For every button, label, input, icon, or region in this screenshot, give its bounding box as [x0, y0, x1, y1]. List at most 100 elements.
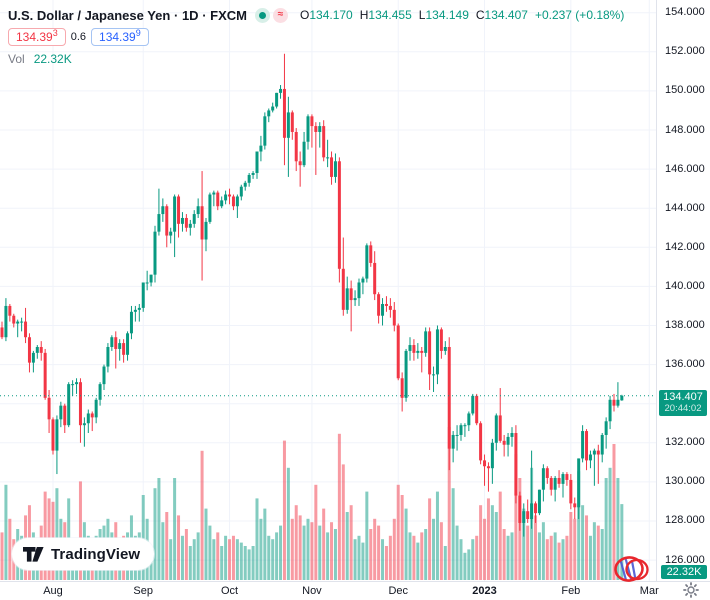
candle[interactable] [435, 329, 439, 375]
volume-bar[interactable] [608, 467, 612, 580]
candle[interactable] [145, 282, 149, 284]
volume-bar[interactable] [553, 532, 557, 580]
volume-bar[interactable] [486, 498, 490, 580]
volume-bar[interactable] [526, 525, 530, 580]
candle[interactable] [122, 343, 126, 355]
candle[interactable] [216, 192, 220, 207]
candle[interactable] [231, 196, 235, 207]
candle[interactable] [106, 346, 110, 367]
volume-bar[interactable] [231, 535, 235, 580]
volume-bar[interactable] [337, 433, 341, 580]
volume-bar[interactable] [247, 549, 251, 580]
candle[interactable] [475, 395, 479, 424]
candle[interactable] [373, 262, 377, 295]
volume-bar[interactable] [149, 549, 153, 580]
candle[interactable] [330, 157, 334, 177]
candle[interactable] [228, 194, 232, 197]
candle[interactable] [596, 450, 600, 455]
volume-bar[interactable] [600, 529, 604, 580]
candle[interactable] [557, 477, 561, 484]
candle[interactable] [177, 196, 181, 224]
candle[interactable] [235, 196, 239, 207]
volume-bar[interactable] [439, 522, 443, 580]
candle[interactable] [392, 309, 396, 326]
candle[interactable] [514, 433, 518, 496]
candle[interactable] [384, 303, 388, 306]
candle[interactable] [377, 294, 381, 316]
volume-bar[interactable] [169, 539, 173, 580]
volume-bar[interactable] [549, 535, 553, 580]
volume-bar[interactable] [330, 522, 334, 580]
candle[interactable] [247, 174, 251, 183]
volume-bar[interactable] [271, 539, 275, 580]
candle[interactable] [483, 460, 487, 467]
candle[interactable] [239, 186, 243, 197]
volume-bar[interactable] [341, 464, 345, 580]
candle[interactable] [479, 423, 483, 461]
candle[interactable] [63, 405, 67, 426]
candle[interactable] [581, 431, 585, 459]
candle[interactable] [408, 345, 412, 351]
candle[interactable] [588, 454, 592, 461]
candle[interactable] [98, 384, 102, 400]
candle[interactable] [180, 217, 184, 224]
volume-bar[interactable] [541, 522, 545, 580]
volume-bar[interactable] [239, 542, 243, 580]
candle[interactable] [577, 458, 581, 508]
candle[interactable] [294, 131, 298, 162]
candle[interactable] [553, 477, 557, 490]
candle[interactable] [400, 378, 404, 398]
candle[interactable] [188, 223, 192, 228]
volume-bar[interactable] [459, 539, 463, 580]
candle[interactable] [298, 161, 302, 166]
candle[interactable] [75, 382, 79, 385]
candle[interactable] [263, 116, 267, 146]
candle[interactable] [420, 350, 424, 353]
candle[interactable] [357, 282, 361, 299]
volume-bar[interactable] [345, 512, 349, 580]
volume-bar[interactable] [510, 532, 514, 580]
volume-bar[interactable] [361, 542, 365, 580]
candle[interactable] [208, 194, 212, 222]
candle[interactable] [118, 343, 122, 349]
candle[interactable] [608, 399, 612, 422]
red-scribble-annotation[interactable] [608, 548, 656, 588]
candle[interactable] [165, 206, 169, 236]
candle[interactable] [424, 331, 428, 353]
volume-bar[interactable] [286, 467, 290, 580]
candle[interactable] [345, 288, 349, 310]
candle[interactable] [275, 92, 279, 107]
candle[interactable] [341, 268, 345, 310]
candle[interactable] [86, 413, 90, 424]
volume-bar[interactable] [557, 542, 561, 580]
volume-bar[interactable] [55, 488, 59, 580]
settings-gear-icon[interactable] [683, 582, 699, 598]
candle[interactable] [141, 282, 145, 308]
volume-bar[interactable] [302, 525, 306, 580]
candle[interactable] [494, 415, 498, 443]
volume-bar[interactable] [522, 508, 526, 580]
volume-bar[interactable] [585, 515, 589, 580]
volume-bar[interactable] [255, 498, 259, 580]
volume-bar[interactable] [306, 518, 310, 580]
candle[interactable] [534, 503, 538, 514]
candle[interactable] [428, 331, 432, 375]
candle[interactable] [20, 321, 24, 323]
candle[interactable] [412, 345, 416, 353]
volume-bar[interactable] [447, 427, 451, 580]
volume-bar[interactable] [212, 539, 216, 580]
volume-bar[interactable] [275, 532, 279, 580]
candle[interactable] [310, 116, 314, 127]
volume-bar[interactable] [483, 518, 487, 580]
candle[interactable] [549, 477, 553, 490]
candle[interactable] [541, 468, 545, 490]
candle[interactable] [39, 346, 43, 353]
last-price-label[interactable]: 134.407 20:44:02 [659, 389, 707, 416]
volume-bar[interactable] [43, 491, 47, 580]
volume-bar[interactable] [322, 508, 326, 580]
candle[interactable] [337, 161, 341, 269]
volume-bar[interactable] [467, 549, 471, 580]
candle[interactable] [439, 329, 443, 351]
volume-bar[interactable] [396, 484, 400, 580]
candle[interactable] [290, 112, 294, 132]
